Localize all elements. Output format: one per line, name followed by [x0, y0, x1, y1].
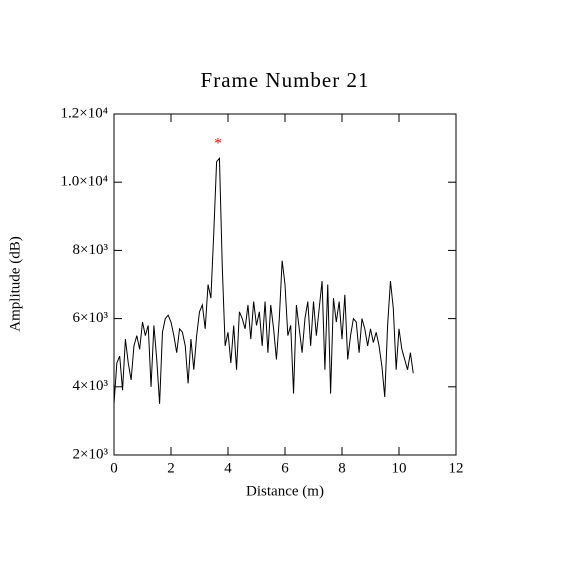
x-tick-label: 2: [167, 460, 175, 476]
x-axis-label: Distance (m): [246, 483, 324, 499]
x-tick-label: 6: [281, 460, 289, 476]
y-axis-label: Amplitude (dB): [7, 236, 23, 331]
data-line: [113, 156, 414, 404]
y-tick-label: 6×10³: [73, 310, 109, 326]
x-tick-label: 12: [449, 460, 464, 476]
chart-title: Frame Number 21: [201, 68, 370, 92]
x-tick-label: 0: [110, 460, 118, 476]
y-tick-label: 1.0×10⁴: [61, 174, 108, 190]
x-tick-label: 4: [224, 460, 232, 476]
y-tick-label: 8×10³: [73, 242, 109, 258]
y-tick-label: 4×10³: [73, 378, 109, 394]
x-tick-label: 8: [338, 460, 346, 476]
y-tick-label: 1.2×10⁴: [61, 105, 108, 121]
peak-marker: *: [214, 136, 222, 152]
y-tick-label: 2×10³: [73, 446, 109, 462]
x-tick-label: 10: [392, 460, 407, 476]
